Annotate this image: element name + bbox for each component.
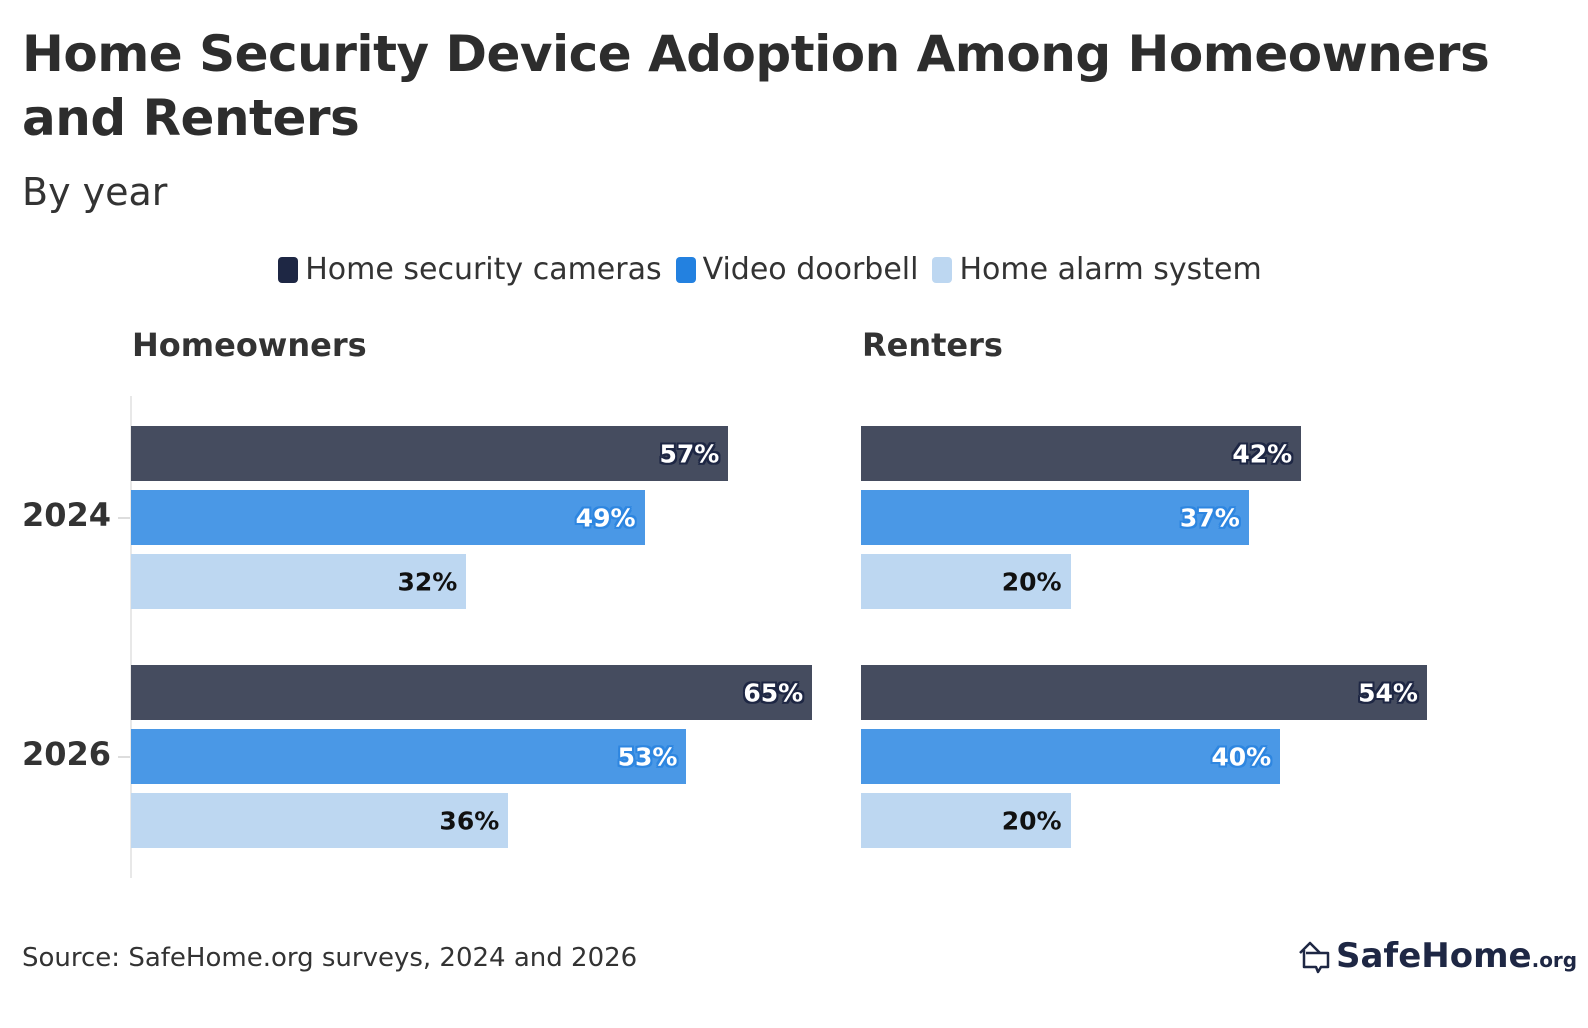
data-label: 37%: [1179, 503, 1240, 532]
chart-title: Home Security Device Adoption Among Home…: [22, 25, 1490, 147]
y-tick-label-2026: 2026: [22, 735, 112, 773]
data-label: 32%: [397, 567, 458, 596]
bar-homeowners-2024-1: 49%: [131, 490, 645, 545]
bar-homeowners-2024-0: 57%: [131, 426, 729, 481]
y-tick: [118, 756, 130, 758]
data-label: 40%: [1211, 742, 1272, 771]
y-tick-label-2024: 2024: [22, 496, 112, 534]
legend-label: Home security cameras: [305, 252, 662, 287]
safehome-logo: SafeHome .org: [1296, 936, 1577, 976]
data-label: 36%: [439, 806, 500, 835]
bar-homeowners-2026-0: 65%: [131, 665, 813, 720]
house-icon: [1299, 941, 1330, 974]
bar-homeowners-2026-1: 53%: [131, 729, 687, 784]
data-label: 20%: [1001, 806, 1062, 835]
source-note: Source: SafeHome.org surveys, 2024 and 2…: [22, 943, 638, 973]
bar-homeowners-2026-2: 36%: [131, 793, 509, 848]
legend-swatch-alarm: [932, 256, 953, 283]
data-label: 65%: [743, 678, 804, 707]
legend-item-cameras: Home security cameras: [278, 252, 662, 287]
legend-label: Video doorbell: [702, 252, 919, 287]
logo-text: SafeHome: [1336, 936, 1532, 976]
bar-renters-2026-1: 40%: [861, 729, 1281, 784]
data-label: 54%: [1358, 678, 1418, 707]
panel-title-renters: Renters: [862, 326, 1003, 364]
y-axis-line: [130, 396, 132, 878]
legend-item-alarm: Home alarm system: [932, 252, 1262, 287]
y-tick: [118, 517, 130, 519]
legend-swatch-doorbell: [675, 256, 696, 283]
data-label: 57%: [659, 439, 720, 468]
legend: Home security cameras Video doorbell Hom…: [0, 252, 1540, 287]
bar-renters-2026-2: 20%: [861, 793, 1071, 848]
legend-swatch-cameras: [278, 256, 299, 283]
legend-label: Home alarm system: [959, 252, 1262, 287]
bar-renters-2024-0: 42%: [861, 426, 1302, 481]
panel-title-homeowners: Homeowners: [132, 326, 367, 364]
data-label: 42%: [1232, 439, 1293, 468]
data-label: 20%: [1001, 567, 1062, 596]
bar-homeowners-2024-2: 32%: [131, 554, 467, 609]
bar-renters-2024-2: 20%: [861, 554, 1071, 609]
logo-tld: .org: [1531, 948, 1578, 972]
bar-renters-2026-0: 54%: [861, 665, 1427, 720]
legend-item-doorbell: Video doorbell: [675, 252, 919, 287]
data-label: 53%: [617, 742, 678, 771]
data-label: 49%: [575, 503, 636, 532]
bar-renters-2024-1: 37%: [861, 490, 1249, 545]
chart-subtitle: By year: [22, 170, 168, 214]
